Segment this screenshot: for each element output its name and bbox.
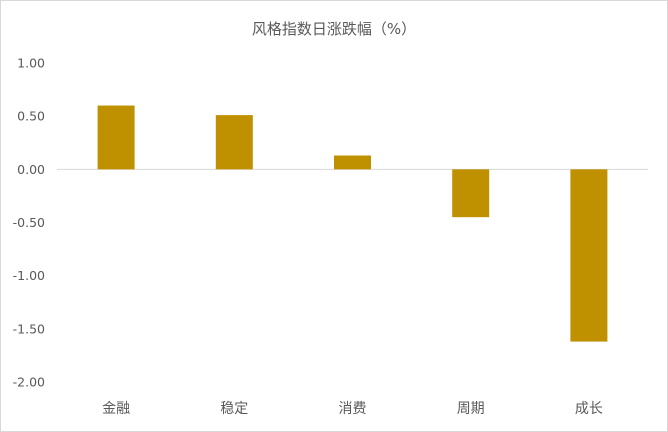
x-tick-label: 金融	[102, 401, 130, 417]
y-tick-label: -2.00	[13, 375, 45, 390]
y-axis-ticks: 1.00 0.50 0.00 -0.50 -1.00 -1.50 -2.00	[13, 56, 45, 390]
y-tick-label: 0.00	[17, 162, 45, 177]
y-tick-label: 0.50	[17, 109, 45, 124]
x-tick-label: 成长	[575, 401, 603, 417]
bar-2	[215, 115, 253, 170]
x-tick-label: 消费	[339, 401, 367, 417]
bar-1	[97, 105, 135, 170]
bar-4	[452, 169, 490, 218]
x-tick-label: 周期	[457, 401, 485, 417]
bar-3	[334, 155, 371, 170]
bar-5	[570, 169, 608, 342]
y-tick-label: -1.00	[13, 268, 45, 283]
x-tick-label: 稳定	[220, 401, 248, 417]
y-tick-label: -1.50	[13, 321, 45, 336]
bars	[97, 105, 608, 342]
x-axis-categories: 金融 稳定 消费 周期 成长	[102, 401, 603, 417]
y-tick-label: 1.00	[17, 56, 45, 71]
chart-title: 风格指数日涨跌幅（%）	[252, 20, 416, 38]
y-tick-label: -0.50	[13, 215, 45, 230]
